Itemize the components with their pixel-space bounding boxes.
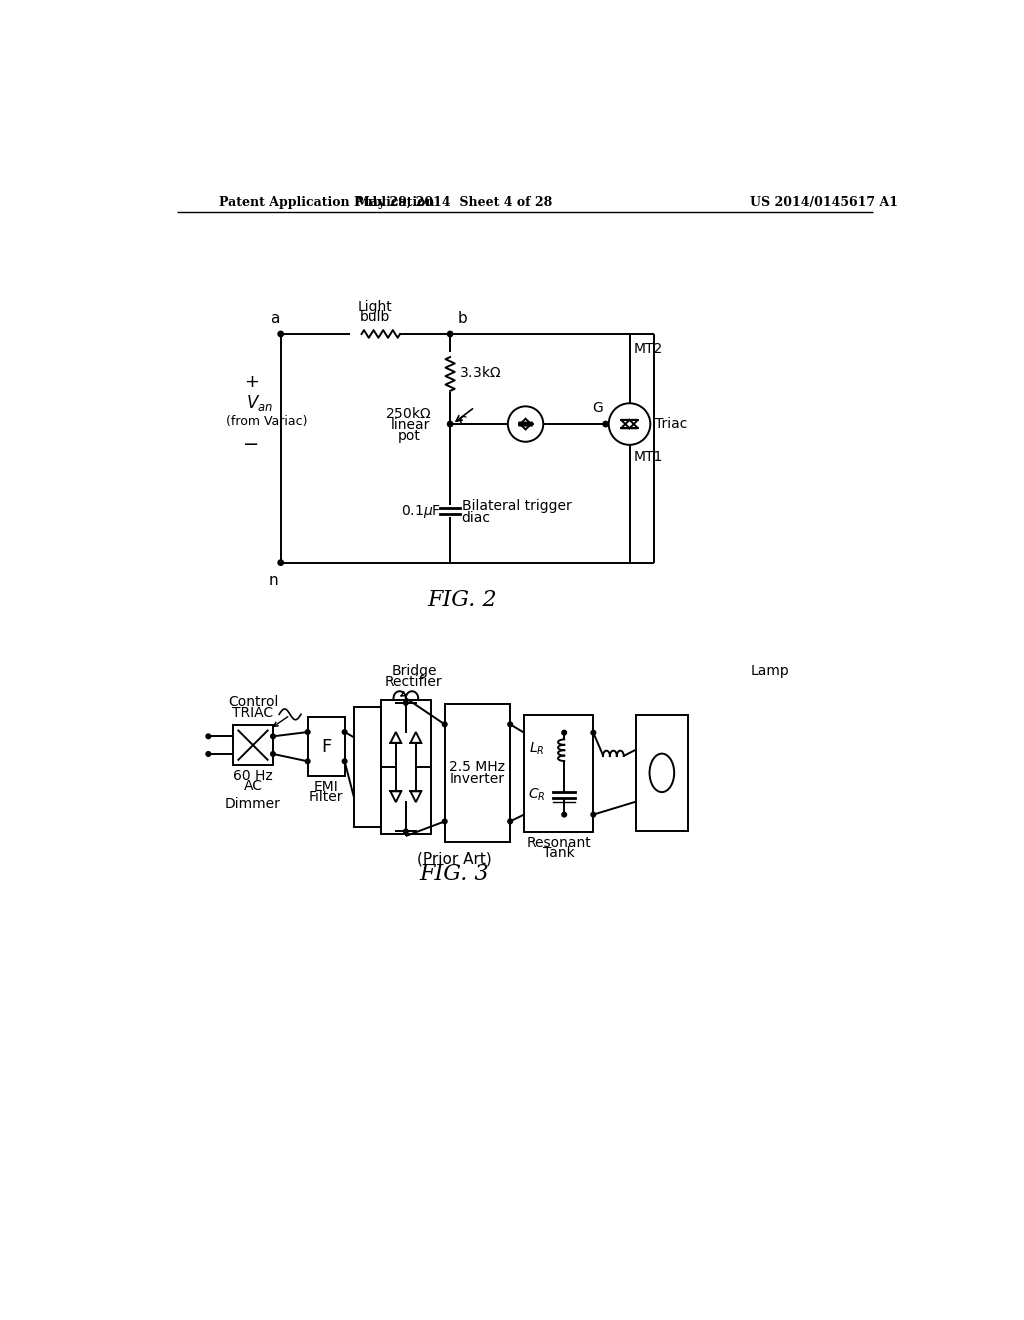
Circle shape <box>270 751 275 756</box>
Text: c: c <box>458 413 466 429</box>
Text: AC: AC <box>244 779 262 793</box>
Text: (from Variac): (from Variac) <box>226 416 307 428</box>
Bar <box>636 715 688 830</box>
Text: 250k$\Omega$: 250k$\Omega$ <box>385 405 431 421</box>
Text: MT2: MT2 <box>634 342 663 356</box>
Circle shape <box>270 734 275 739</box>
Circle shape <box>447 331 453 337</box>
Text: 0.1$\mu$F: 0.1$\mu$F <box>400 503 441 520</box>
Circle shape <box>508 722 512 726</box>
Bar <box>354 708 381 826</box>
Text: bulb: bulb <box>360 310 390 323</box>
Bar <box>233 725 273 766</box>
Text: Inverter: Inverter <box>450 772 505 785</box>
Circle shape <box>278 560 284 565</box>
Text: 60 Hz: 60 Hz <box>233 770 272 783</box>
Text: Light: Light <box>358 300 393 314</box>
Bar <box>444 704 510 842</box>
Bar <box>307 718 345 776</box>
Text: F: F <box>321 738 332 755</box>
Text: $L_R$: $L_R$ <box>528 741 545 756</box>
Text: Tank: Tank <box>543 846 574 859</box>
Text: Patent Application Publication: Patent Application Publication <box>219 195 434 209</box>
Bar <box>524 715 593 832</box>
Text: a: a <box>270 312 280 326</box>
Circle shape <box>305 759 310 763</box>
Text: Filter: Filter <box>309 789 343 804</box>
Text: MT1: MT1 <box>634 450 663 465</box>
Circle shape <box>206 751 211 756</box>
Text: 2.5 MHz: 2.5 MHz <box>450 760 506 774</box>
Text: $V_{an}$: $V_{an}$ <box>246 393 272 413</box>
Circle shape <box>403 829 409 834</box>
Text: (Prior Art): (Prior Art) <box>417 851 492 867</box>
Bar <box>381 700 431 834</box>
Circle shape <box>403 701 409 705</box>
Circle shape <box>206 734 211 739</box>
Text: Dimmer: Dimmer <box>225 797 281 810</box>
Circle shape <box>447 421 453 426</box>
Text: n: n <box>268 573 278 587</box>
Circle shape <box>305 730 310 734</box>
Text: G: G <box>593 401 603 414</box>
Circle shape <box>508 818 512 824</box>
Circle shape <box>603 421 608 426</box>
Text: b: b <box>458 312 468 326</box>
Text: May 29, 2014  Sheet 4 of 28: May 29, 2014 Sheet 4 of 28 <box>355 195 552 209</box>
Circle shape <box>442 722 447 726</box>
Text: US 2014/0145617 A1: US 2014/0145617 A1 <box>750 195 898 209</box>
Text: EMI: EMI <box>313 780 339 793</box>
Text: +: + <box>244 372 259 391</box>
Text: diac: diac <box>462 511 490 525</box>
Text: Control: Control <box>227 696 279 709</box>
Text: pot: pot <box>397 429 421 442</box>
Circle shape <box>342 730 347 734</box>
Text: TRIAC: TRIAC <box>232 706 273 719</box>
Circle shape <box>562 730 566 735</box>
Text: Bridge: Bridge <box>391 664 436 678</box>
Circle shape <box>442 818 447 824</box>
Text: Resonant: Resonant <box>526 836 591 850</box>
Text: 3.3k$\Omega$: 3.3k$\Omega$ <box>460 364 502 380</box>
Circle shape <box>342 759 347 763</box>
Text: linear: linear <box>391 418 430 432</box>
Text: FIG. 3: FIG. 3 <box>419 863 488 886</box>
Circle shape <box>562 812 566 817</box>
Circle shape <box>591 730 596 735</box>
Text: Bilateral trigger: Bilateral trigger <box>462 499 571 513</box>
Circle shape <box>278 331 284 337</box>
Text: Lamp: Lamp <box>751 664 790 678</box>
Circle shape <box>591 812 596 817</box>
Text: −: − <box>244 436 260 454</box>
Text: Triac: Triac <box>655 417 687 432</box>
Text: FIG. 2: FIG. 2 <box>427 590 497 611</box>
Text: Rectifier: Rectifier <box>385 675 442 689</box>
Text: $C_R$: $C_R$ <box>527 787 545 803</box>
